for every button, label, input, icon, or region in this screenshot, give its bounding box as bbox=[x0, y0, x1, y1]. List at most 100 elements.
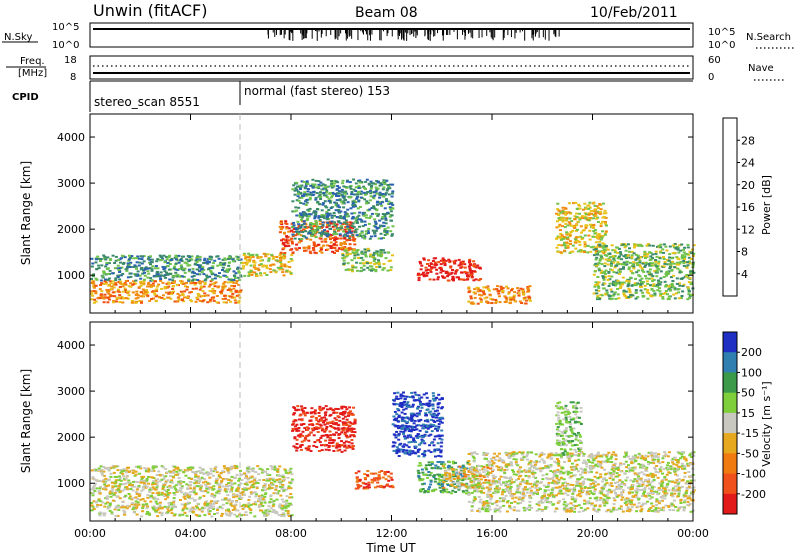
heatmap-cell bbox=[587, 219, 591, 222]
heatmap-cell bbox=[328, 421, 332, 424]
heatmap-cell bbox=[249, 264, 253, 267]
heatmap-cell bbox=[289, 503, 293, 506]
heatmap-cell bbox=[219, 476, 222, 479]
heatmap-cell bbox=[225, 502, 229, 505]
heatmap-cell bbox=[317, 185, 321, 188]
heatmap-cell bbox=[123, 496, 126, 498]
heatmap-cell bbox=[468, 269, 472, 272]
heatmap-cell bbox=[153, 482, 157, 485]
heatmap-cell bbox=[191, 508, 195, 511]
heatmap-cell bbox=[330, 186, 334, 189]
heatmap-cell bbox=[371, 229, 375, 232]
heatmap-cell bbox=[573, 218, 577, 221]
heatmap-cell bbox=[649, 273, 653, 276]
heatmap-cell bbox=[588, 206, 592, 209]
heatmap-cell bbox=[129, 275, 133, 278]
velocity-heatmap bbox=[90, 391, 696, 518]
heatmap-cell bbox=[688, 277, 692, 280]
heatmap-cell bbox=[190, 491, 194, 493]
heatmap-cell bbox=[354, 228, 358, 231]
heatmap-cell bbox=[557, 217, 561, 220]
heatmap-cell bbox=[266, 487, 270, 490]
heatmap-cell bbox=[271, 465, 274, 468]
heatmap-cell bbox=[280, 498, 284, 501]
heatmap-cell bbox=[178, 483, 182, 486]
heatmap-cell bbox=[344, 406, 348, 409]
heatmap-cell bbox=[161, 487, 165, 490]
heatmap-cell bbox=[275, 511, 279, 514]
heatmap-cell bbox=[305, 246, 309, 249]
heatmap-cell bbox=[290, 254, 294, 257]
heatmap-cell bbox=[125, 488, 129, 491]
heatmap-cell bbox=[239, 514, 243, 517]
heatmap-cell bbox=[601, 235, 605, 237]
heatmap-cell bbox=[671, 280, 675, 282]
heatmap-cell bbox=[467, 287, 471, 290]
heatmap-cell bbox=[330, 194, 334, 197]
heatmap-cell bbox=[164, 482, 168, 485]
heatmap-cell bbox=[245, 262, 249, 264]
heatmap-cell bbox=[470, 275, 474, 278]
heatmap-cell bbox=[661, 256, 665, 259]
heatmap-cell bbox=[641, 295, 645, 298]
heatmap-cell bbox=[178, 514, 182, 517]
heatmap-cell bbox=[646, 270, 650, 273]
heatmap-cell bbox=[328, 439, 332, 442]
heatmap-cell bbox=[607, 285, 611, 287]
heatmap-cell bbox=[600, 263, 604, 266]
heatmap-cell bbox=[108, 504, 112, 507]
heatmap-cell bbox=[391, 207, 395, 210]
heatmap-cell bbox=[309, 431, 313, 434]
heatmap-cell bbox=[224, 490, 228, 493]
heatmap-cell bbox=[627, 287, 631, 290]
heatmap-cell bbox=[259, 501, 263, 504]
heatmap-cell bbox=[279, 494, 283, 497]
heatmap-cell bbox=[165, 273, 169, 275]
heatmap-cell bbox=[343, 213, 347, 216]
heatmap-cell bbox=[578, 218, 582, 221]
heatmap-cell bbox=[171, 465, 175, 468]
heatmap-cell bbox=[146, 475, 150, 478]
heatmap-cell bbox=[363, 211, 367, 214]
heatmap-cell bbox=[164, 467, 168, 470]
heatmap-cell bbox=[373, 263, 377, 266]
heatmap-cell bbox=[368, 208, 372, 211]
heatmap-cell bbox=[135, 261, 139, 264]
heatmap-cell bbox=[575, 236, 579, 239]
heatmap-cell bbox=[364, 188, 368, 190]
heatmap-cell bbox=[155, 486, 159, 489]
heatmap-cell bbox=[284, 509, 288, 512]
heatmap-cell bbox=[383, 228, 387, 230]
heatmap-cell bbox=[196, 292, 200, 295]
heatmap-cell bbox=[97, 267, 101, 270]
heatmap-cell bbox=[367, 481, 371, 484]
heatmap-cell bbox=[352, 226, 356, 228]
heatmap-cell bbox=[478, 290, 482, 293]
heatmap-cell bbox=[565, 231, 569, 234]
heatmap-cell bbox=[328, 212, 332, 215]
heatmap-cell bbox=[312, 249, 316, 252]
heatmap-cell bbox=[114, 479, 118, 482]
heatmap-cell bbox=[335, 202, 338, 205]
heatmap-cell bbox=[134, 473, 138, 476]
heatmap-cell bbox=[170, 486, 174, 489]
heatmap-cell bbox=[327, 197, 331, 200]
heatmap-cell bbox=[305, 411, 309, 414]
heatmap-cell bbox=[160, 474, 164, 477]
heatmap-cell bbox=[154, 501, 158, 504]
heatmap-cell bbox=[257, 495, 261, 498]
heatmap-cell bbox=[606, 278, 610, 281]
heatmap-cell bbox=[129, 488, 133, 490]
heatmap-cell bbox=[285, 226, 289, 229]
heatmap-cell bbox=[601, 271, 605, 274]
heatmap-cell bbox=[682, 283, 686, 286]
heatmap-cell bbox=[562, 236, 566, 239]
heatmap-cell bbox=[575, 212, 579, 215]
heatmap-cell bbox=[320, 209, 324, 212]
heatmap-cell bbox=[167, 268, 171, 271]
heatmap-cell bbox=[472, 260, 476, 263]
heatmap-cell bbox=[611, 249, 615, 252]
heatmap-cell bbox=[328, 437, 332, 439]
heatmap-cell bbox=[686, 243, 690, 246]
heatmap-cell bbox=[109, 466, 113, 469]
